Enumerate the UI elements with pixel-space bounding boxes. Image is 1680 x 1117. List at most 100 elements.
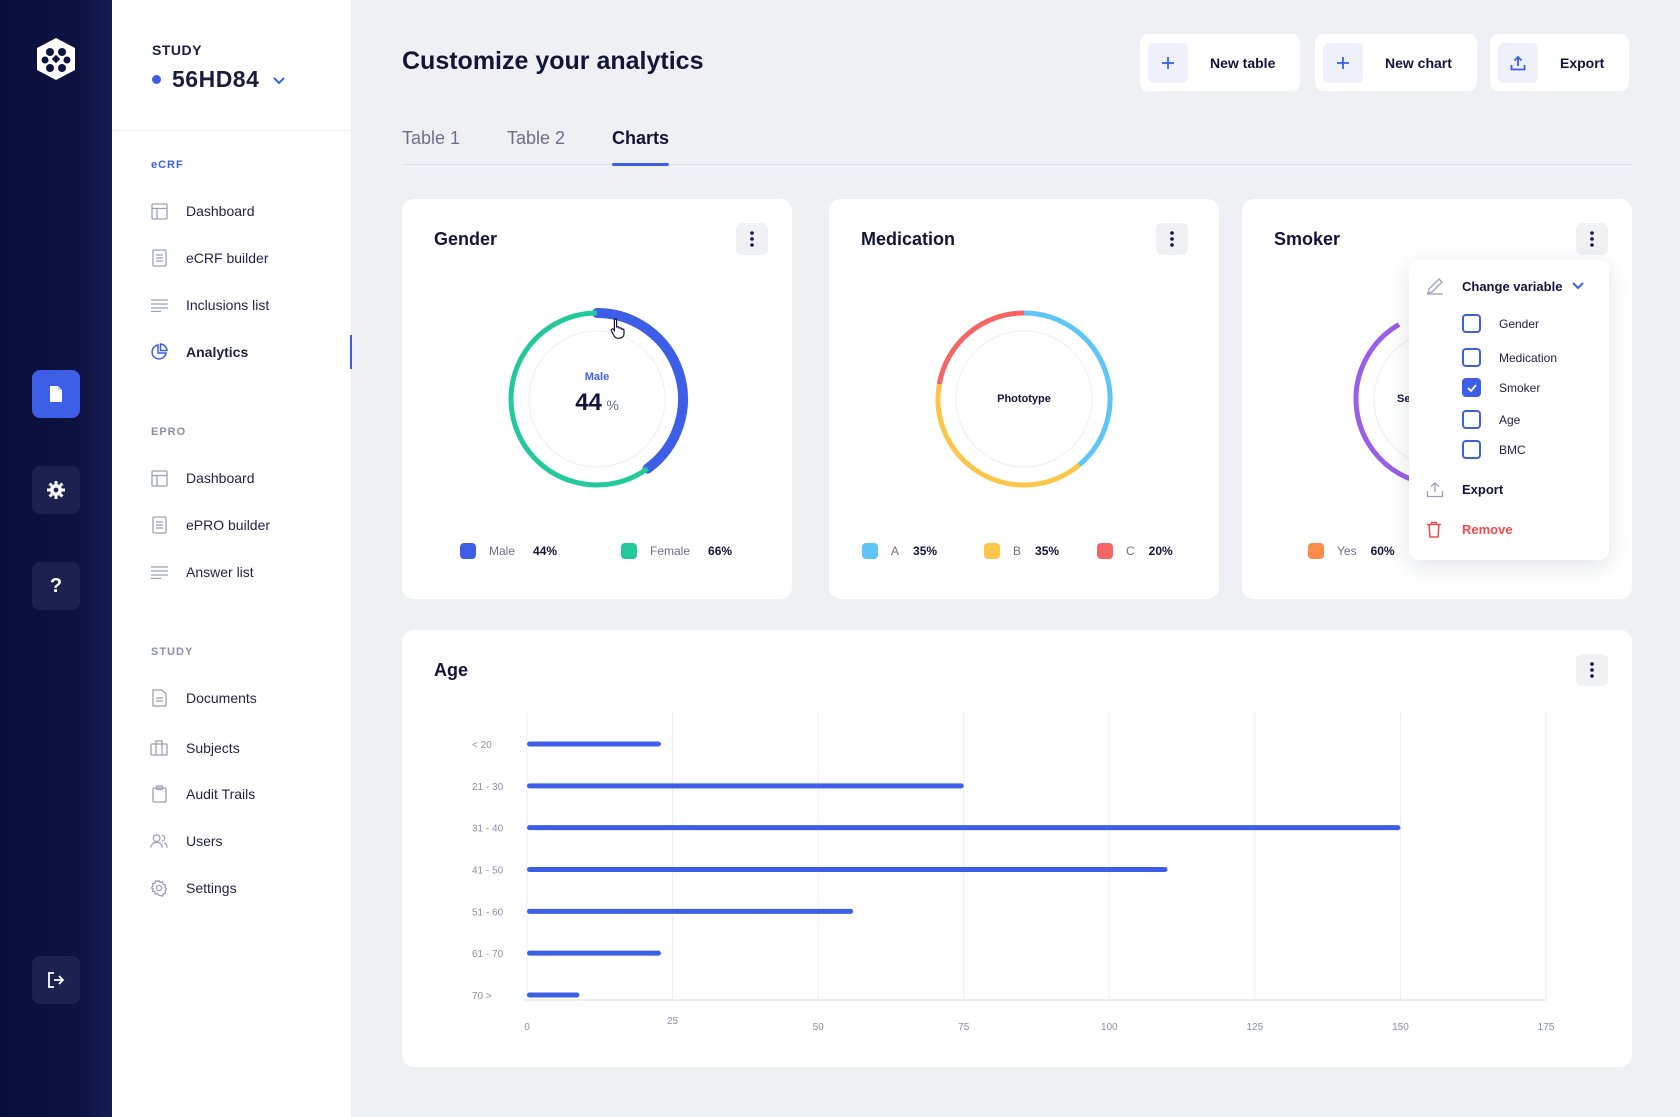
bar[interactable]: [527, 825, 1401, 831]
y-category-label: 70 >: [472, 991, 492, 1002]
sidebar-item-label: Subjects: [186, 740, 240, 756]
option-label: Age: [1499, 412, 1521, 427]
bar[interactable]: [527, 867, 1168, 872]
sidebar-item-epro-builder[interactable]: ePRO builder: [150, 512, 352, 538]
checkbox[interactable]: [1462, 440, 1481, 459]
donut-segment-female[interactable]: [508, 310, 650, 488]
pie-chart-icon: [150, 343, 168, 361]
app-logo[interactable]: [33, 36, 79, 82]
more-vertical-icon: [750, 231, 754, 247]
settings-nav-button[interactable]: [32, 466, 80, 514]
sidebar-item-inclusions-list[interactable]: Inclusions list: [150, 292, 352, 318]
sidebar-item-subjects[interactable]: Subjects: [150, 735, 352, 761]
more-vertical-icon: [1590, 662, 1594, 678]
card-title: Age: [434, 660, 469, 680]
variable-option-medication[interactable]: Medication: [1462, 348, 1557, 367]
legend-value: 44%: [533, 544, 558, 558]
section-label-ecrf: eCRF: [151, 159, 184, 171]
donut-segment-c[interactable]: [936, 310, 1024, 385]
sidebar-item-label: Users: [186, 833, 223, 849]
upload-icon: [1426, 482, 1444, 498]
variable-option-bmc[interactable]: BMC: [1462, 440, 1526, 459]
menu-remove[interactable]: Remove: [1426, 521, 1513, 538]
sidebar-item-epro-dashboard[interactable]: Dashboard: [150, 465, 352, 491]
logout-button[interactable]: [32, 956, 80, 1004]
sidebar-item-documents[interactable]: Documents: [150, 685, 352, 711]
documents-nav-button[interactable]: [32, 370, 80, 418]
legend-item-yes: Yes 60%: [1308, 543, 1395, 559]
donut-segment-a[interactable]: [1023, 310, 1113, 467]
x-tick-label: 0: [524, 1022, 530, 1033]
checkbox-checked[interactable]: [1462, 378, 1481, 397]
tab-charts[interactable]: Charts: [612, 128, 670, 166]
y-category-label: 61 - 70: [472, 949, 504, 960]
new-table-label: New table: [1210, 54, 1276, 71]
legend-value: 66%: [708, 544, 733, 558]
change-variable-label: Change variable: [1462, 278, 1563, 294]
age-card-menu-button[interactable]: [1576, 654, 1608, 686]
legend-swatch: [1097, 543, 1113, 559]
donut-center-label: Male: [584, 371, 610, 383]
app-rail: ?: [0, 0, 112, 1117]
y-category-label: 21 - 30: [472, 782, 504, 793]
option-label: Gender: [1499, 316, 1540, 331]
legend-swatch: [862, 543, 878, 559]
donut-segment-no[interactable]: [1353, 322, 1414, 483]
export-button[interactable]: Export: [1490, 34, 1630, 91]
check-icon: [1466, 383, 1477, 392]
sidebar-item-users[interactable]: Users: [150, 828, 352, 854]
bar[interactable]: [527, 950, 661, 956]
new-table-button[interactable]: New table: [1140, 34, 1301, 91]
new-chart-button[interactable]: New chart: [1315, 34, 1477, 91]
donut-segment-b[interactable]: [935, 383, 1081, 488]
bar[interactable]: [527, 908, 854, 914]
change-variable-toggle[interactable]: Change variable: [1426, 277, 1585, 295]
sidebar-divider: [112, 130, 352, 131]
gender-card-menu-button[interactable]: [736, 223, 768, 255]
study-selector[interactable]: 56HD84: [152, 66, 286, 93]
legend-swatch: [1308, 543, 1324, 559]
list-icon: [150, 563, 168, 581]
pencil-icon: [1427, 278, 1443, 295]
donut-center: Male 44 %: [547, 371, 647, 417]
section-label-epro: EPRO: [151, 426, 187, 438]
donut-center-unit: %: [606, 397, 619, 413]
sidebar-item-settings[interactable]: Settings: [150, 875, 352, 901]
variable-option-age[interactable]: Age: [1462, 410, 1520, 429]
gear-icon: [47, 481, 65, 499]
bar[interactable]: [527, 992, 580, 998]
legend-swatch: [984, 543, 1000, 559]
variable-option-smoker[interactable]: Smoker: [1462, 378, 1540, 397]
form-icon: [150, 516, 168, 534]
sidebar-item-ecrf-dashboard[interactable]: Dashboard: [150, 198, 352, 224]
checkbox[interactable]: [1462, 314, 1481, 333]
chevron-down-icon: [273, 76, 286, 84]
smoker-card-menu-button[interactable]: [1576, 223, 1608, 255]
gender-donut-chart: [508, 308, 688, 488]
tab-table-1[interactable]: Table 1: [402, 128, 461, 148]
medication-card-menu-button[interactable]: [1156, 223, 1188, 255]
legend-value: 60%: [1370, 544, 1395, 558]
option-label: Smoker: [1499, 380, 1541, 395]
donut-segment-male[interactable]: [592, 308, 688, 474]
tab-bar: Table 1 Table 2 Charts: [402, 128, 1632, 166]
variable-option-gender[interactable]: Gender: [1462, 314, 1539, 333]
sidebar-item-label: ePRO builder: [186, 517, 271, 533]
bar[interactable]: [527, 783, 964, 789]
sidebar-item-ecrf-builder[interactable]: eCRF builder: [150, 245, 352, 271]
tab-table-2[interactable]: Table 2: [507, 128, 566, 148]
age-bar-chart: 0 25 50 75 100 125 150 175 < 20 21 - 30 31 - 40 41 …: [472, 713, 1555, 1033]
legend-value: 20%: [1148, 544, 1173, 558]
menu-export[interactable]: Export: [1426, 481, 1503, 498]
bar[interactable]: [527, 741, 661, 747]
sidebar-item-answer-list[interactable]: Answer list: [150, 559, 352, 585]
checkbox[interactable]: [1462, 410, 1481, 429]
sidebar-item-analytics[interactable]: Analytics: [150, 335, 352, 369]
sidebar-item-audit-trails[interactable]: Audit Trails: [150, 781, 352, 807]
legend-swatch: [460, 543, 476, 559]
more-vertical-icon: [1170, 231, 1174, 247]
help-nav-button[interactable]: ?: [32, 562, 80, 610]
option-label: Medication: [1499, 350, 1558, 365]
legend-label: B: [1013, 544, 1022, 558]
checkbox[interactable]: [1462, 348, 1481, 367]
